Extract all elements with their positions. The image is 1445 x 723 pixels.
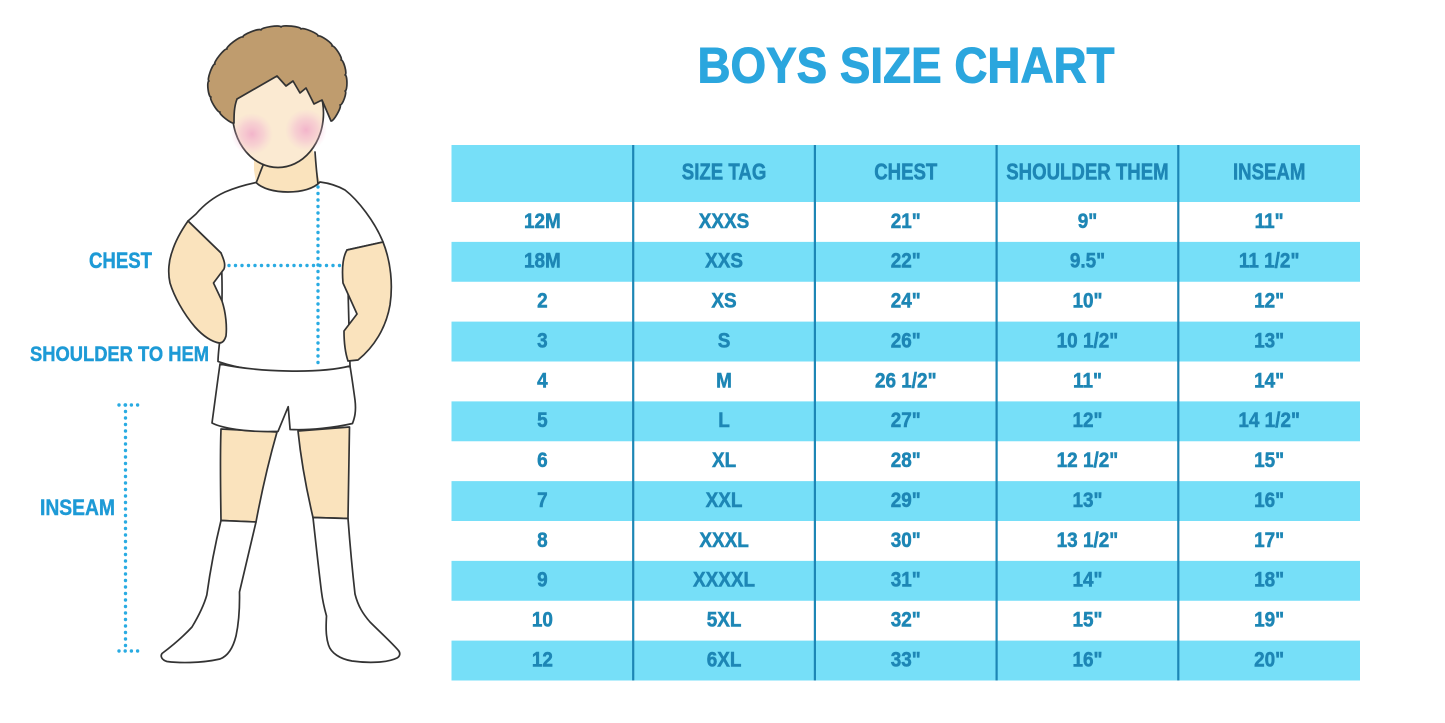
svg-text:8: 8 [537,529,548,552]
svg-text:XXS: XXS [705,250,743,273]
svg-text:28": 28" [891,449,921,472]
svg-text:15": 15" [1254,449,1284,472]
svg-text:10: 10 [532,609,553,632]
svg-text:13": 13" [1254,329,1284,352]
svg-text:9.5": 9.5" [1070,250,1105,273]
svg-text:XS: XS [711,290,736,313]
svg-text:XXXXL: XXXXL [693,569,755,592]
svg-text:CHEST: CHEST [89,248,152,273]
svg-text:29": 29" [891,489,921,512]
svg-text:30": 30" [891,529,921,552]
svg-text:4: 4 [537,369,548,392]
svg-text:11": 11" [1073,369,1102,392]
svg-text:SIZE TAG: SIZE TAG [682,159,766,184]
svg-text:16": 16" [1254,489,1284,512]
svg-text:12": 12" [1254,290,1284,313]
svg-text:14": 14" [1254,369,1284,392]
svg-text:18M: 18M [524,250,561,273]
svg-text:5XL: 5XL [707,609,742,632]
svg-text:SHOULDER THEM: SHOULDER THEM [1006,159,1168,184]
svg-text:9: 9 [537,569,548,592]
svg-text:11 1/2": 11 1/2" [1239,250,1300,273]
svg-text:5: 5 [537,409,548,432]
svg-text:10": 10" [1072,290,1102,313]
svg-text:33": 33" [891,648,921,671]
svg-text:BOYS SIZE CHART: BOYS SIZE CHART [698,38,1115,94]
svg-text:21": 21" [891,210,921,233]
svg-text:M: M [716,369,732,392]
svg-text:XL: XL [712,449,736,472]
svg-text:27": 27" [891,409,921,432]
svg-text:22": 22" [891,250,921,273]
svg-text:14 1/2": 14 1/2" [1238,409,1300,432]
svg-text:6: 6 [537,449,548,472]
svg-text:32": 32" [891,609,921,632]
svg-text:11": 11" [1255,210,1284,233]
svg-text:6XL: 6XL [707,648,742,671]
svg-text:CHEST: CHEST [874,159,937,184]
svg-text:14": 14" [1072,569,1102,592]
svg-text:12": 12" [1072,409,1102,432]
svg-text:XXL: XXL [706,489,743,512]
svg-text:12M: 12M [524,210,561,233]
svg-text:18": 18" [1254,569,1284,592]
svg-text:2: 2 [537,290,548,313]
svg-text:13": 13" [1072,489,1102,512]
svg-text:12 1/2": 12 1/2" [1057,449,1119,472]
svg-text:SHOULDER TO HEM: SHOULDER TO HEM [30,342,209,366]
svg-text:26 1/2": 26 1/2" [875,369,937,392]
svg-text:10 1/2": 10 1/2" [1057,329,1119,352]
svg-text:24": 24" [891,290,921,313]
svg-text:12: 12 [532,648,553,671]
svg-text:15": 15" [1072,609,1102,632]
svg-text:XXXS: XXXS [699,210,749,233]
svg-text:3: 3 [537,329,548,352]
svg-text:7: 7 [537,489,548,512]
svg-text:S: S [718,329,731,352]
svg-text:INSEAM: INSEAM [40,495,115,520]
svg-text:17": 17" [1254,529,1284,552]
svg-text:26": 26" [891,329,921,352]
svg-text:20": 20" [1254,648,1284,671]
svg-text:XXXL: XXXL [699,529,748,552]
svg-text:INSEAM: INSEAM [1233,159,1305,184]
svg-text:31": 31" [891,569,921,592]
svg-text:16": 16" [1072,648,1102,671]
svg-text:L: L [718,409,730,432]
svg-text:19": 19" [1254,609,1284,632]
svg-text:13 1/2": 13 1/2" [1057,529,1119,552]
svg-text:9": 9" [1078,210,1098,233]
